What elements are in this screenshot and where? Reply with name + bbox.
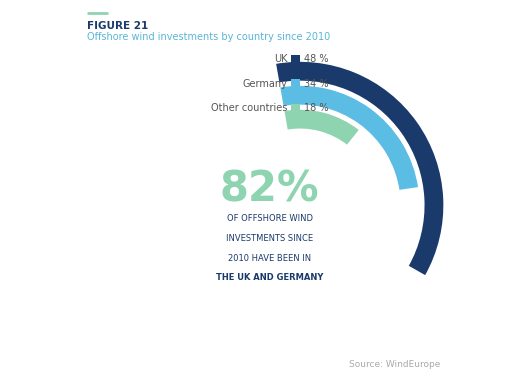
Text: Germany: Germany: [243, 79, 288, 89]
Wedge shape: [279, 85, 419, 191]
FancyBboxPatch shape: [290, 55, 300, 63]
Text: 34 %: 34 %: [304, 79, 329, 89]
Text: Source: WindEurope: Source: WindEurope: [349, 359, 441, 369]
Text: UK: UK: [274, 54, 288, 64]
Text: 82%: 82%: [220, 169, 320, 211]
Text: 2010 HAVE BEEN IN: 2010 HAVE BEEN IN: [228, 253, 311, 263]
Wedge shape: [275, 61, 444, 277]
Text: FIGURE 21: FIGURE 21: [87, 21, 148, 31]
FancyBboxPatch shape: [290, 104, 300, 112]
Text: INVESTMENTS SINCE: INVESTMENTS SINCE: [226, 234, 313, 243]
FancyBboxPatch shape: [290, 79, 300, 88]
Text: Other countries: Other countries: [211, 103, 288, 113]
Text: 18 %: 18 %: [304, 103, 329, 113]
Text: Offshore wind investments by country since 2010: Offshore wind investments by country sin…: [87, 32, 331, 42]
Wedge shape: [283, 109, 360, 146]
Text: 48 %: 48 %: [304, 54, 329, 64]
Text: THE UK AND GERMANY: THE UK AND GERMANY: [216, 273, 323, 282]
Text: OF OFFSHORE WIND: OF OFFSHORE WIND: [226, 214, 313, 223]
